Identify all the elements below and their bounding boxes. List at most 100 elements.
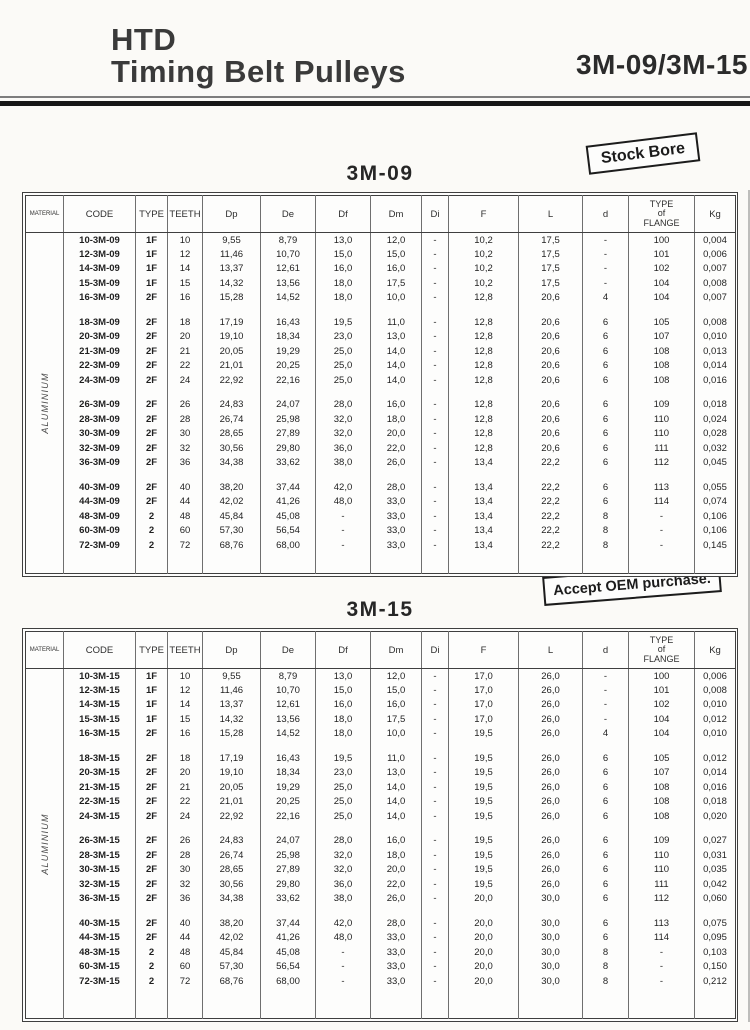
cell-type: 2F <box>135 765 168 780</box>
cell-l: 26,0 <box>518 668 583 683</box>
empty-cell <box>202 741 261 751</box>
cell-dm: 14,0 <box>370 358 422 373</box>
cell-l: 20,6 <box>518 290 583 305</box>
model-range-label: 3M-09/3M-15 <box>575 49 748 80</box>
cell-de: 27,89 <box>260 862 316 877</box>
cell-dp: 22,92 <box>202 373 261 388</box>
cell-di: - <box>421 315 449 330</box>
cell-df: 25,0 <box>315 794 371 809</box>
cell-type: 2F <box>135 290 168 305</box>
empty-cell <box>135 988 168 1019</box>
empty-cell <box>315 988 371 1019</box>
cell-de: 56,54 <box>260 523 316 538</box>
cell-flange: 110 <box>628 412 695 427</box>
cell-dp: 11,46 <box>202 683 261 698</box>
cell-di: - <box>421 455 449 470</box>
cell-type: 2F <box>135 751 168 766</box>
column-header-de: De <box>260 195 316 233</box>
material-label: ALUMINIUM <box>39 372 50 434</box>
cell-flange: 107 <box>628 329 695 344</box>
cell-l: 26,0 <box>518 726 583 741</box>
cell-flange: 104 <box>628 712 695 727</box>
empty-cell <box>167 741 203 751</box>
cell-d: 4 <box>582 290 629 305</box>
cell-code: 32-3M-15 <box>63 877 136 892</box>
cell-kg: 0,024 <box>703 413 727 425</box>
cell-code: 30-3M-15 <box>63 862 136 877</box>
cell-dp: 14,32 <box>202 712 261 727</box>
cell-flange: 107 <box>628 765 695 780</box>
cell-dm: 17,5 <box>370 712 422 727</box>
empty-cell <box>421 741 449 751</box>
cell-dp: 20,05 <box>202 344 261 359</box>
cell-d: 6 <box>582 373 629 388</box>
cell-dp: 19,10 <box>202 329 261 344</box>
empty-cell <box>167 552 203 574</box>
cell-l: 20,6 <box>518 373 583 388</box>
cell-kg: 0,045 <box>703 457 727 469</box>
cell-d: 6 <box>582 494 629 509</box>
empty-cell <box>202 305 261 315</box>
table-row: 20-3M-09 2F 20 19,10 18,34 23,0 13,0-12,8 20,6 6… <box>26 329 736 344</box>
column-header-flange: TYPE of FLANGE <box>628 631 695 669</box>
cell-l: 20,6 <box>518 344 583 359</box>
cell-de: 45,08 <box>260 509 316 524</box>
empty-cell <box>260 470 316 480</box>
gap-row <box>26 305 736 315</box>
cell-di: - <box>421 848 449 863</box>
empty-cell <box>135 305 168 315</box>
column-header-di: Di <box>421 631 449 669</box>
cell-code: 26-3M-15 <box>63 833 136 848</box>
empty-cell <box>448 305 519 315</box>
empty-cell <box>448 823 519 834</box>
cell-dp: 20,05 <box>202 780 261 795</box>
cell-df: 19,5 <box>315 315 371 330</box>
cell-dm: 15,0 <box>370 683 422 698</box>
cell-df: 19,5 <box>315 751 371 766</box>
cell-dm: 16,0 <box>370 833 422 848</box>
cell-dp: 26,74 <box>202 848 261 863</box>
cell-l: 26,0 <box>518 833 583 848</box>
cell-code: 15-3M-15 <box>63 712 136 727</box>
column-header-df: Df <box>315 631 371 669</box>
cell-l: 17,5 <box>518 276 583 291</box>
cell-teeth: 40 <box>167 916 203 931</box>
cell-type: 2F <box>135 480 168 495</box>
cell-f: 13,4 <box>448 455 519 470</box>
cell-dm: 14,0 <box>370 780 422 795</box>
column-header-kg: Kg <box>694 195 736 233</box>
cell-teeth: 72 <box>167 974 203 989</box>
cell-d: 8 <box>582 959 629 974</box>
cell-teeth: 14 <box>167 261 203 276</box>
cell-teeth: 26 <box>167 397 203 412</box>
cell-code: 16-3M-15 <box>63 726 136 741</box>
cell-f: 17,0 <box>448 683 519 698</box>
table-row: 72-3M-15 2 72 68,76 68,00-33,0-20,0 30,0 8-0,2… <box>26 974 736 989</box>
cell-d: 8 <box>582 538 629 553</box>
cell-teeth: 21 <box>167 780 203 795</box>
cell-d: 6 <box>582 329 629 344</box>
cell-de: 45,08 <box>260 945 316 960</box>
cell-kg: 0,031 <box>703 849 727 861</box>
cell-df: 32,0 <box>315 862 371 877</box>
cell-kg: 0,018 <box>703 399 727 411</box>
cell-kg: 0,014 <box>703 360 727 372</box>
empty-cell <box>135 823 168 834</box>
cell-dm: 33,0 <box>370 974 422 989</box>
cell-df: 23,0 <box>315 765 371 780</box>
cell-f: 12,8 <box>448 329 519 344</box>
cell-flange: 112 <box>628 891 695 906</box>
cell-dm: 11,0 <box>370 751 422 766</box>
header-rule-thin <box>0 96 750 98</box>
cell-de: 25,98 <box>260 412 316 427</box>
cell-f: 19,5 <box>448 833 519 848</box>
table-row: 21-3M-15 2F 21 20,05 19,29 25,0 14,0-19,5 26,0 6… <box>26 780 736 795</box>
cell-d: - <box>582 261 629 276</box>
column-header-type: TYPE <box>135 631 168 669</box>
empty-cell <box>518 552 583 574</box>
empty-cell <box>628 823 695 834</box>
gap-row <box>26 823 736 834</box>
cell-df: 15,0 <box>315 247 371 262</box>
